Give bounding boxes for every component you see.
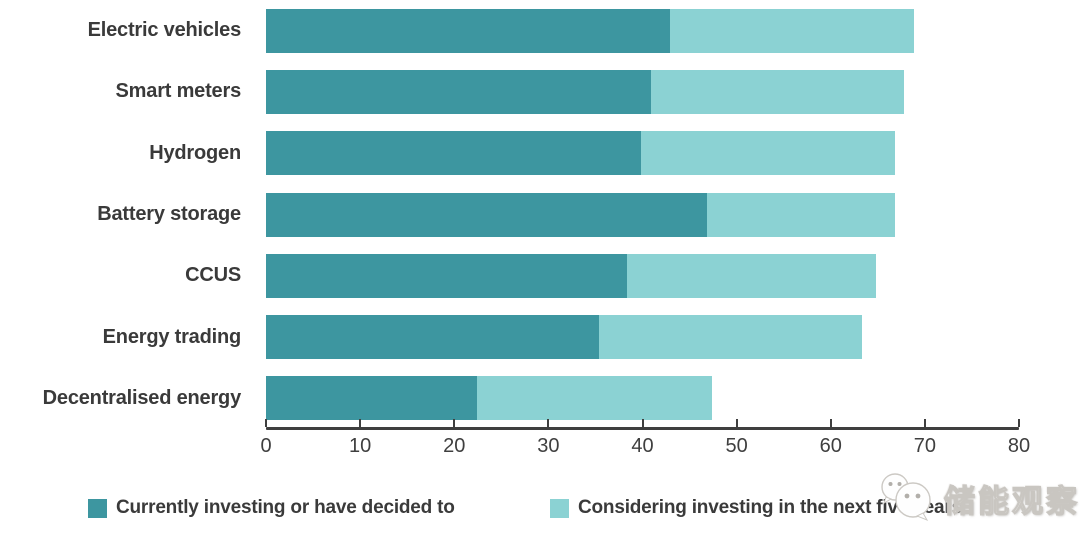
chart-row: Hydrogen bbox=[0, 123, 1080, 184]
x-axis-tick-label: 40 bbox=[631, 435, 654, 457]
category-label: Battery storage bbox=[97, 203, 241, 226]
bar-segment-currently-investing bbox=[266, 131, 642, 176]
category-label: Decentralised energy bbox=[42, 386, 242, 409]
bar-segment-currently-investing bbox=[266, 8, 670, 53]
chart-row: Decentralised energy bbox=[0, 368, 1080, 429]
bar-segment-considering bbox=[477, 376, 712, 421]
category-label: Electric vehicles bbox=[87, 19, 242, 42]
x-axis-tick bbox=[829, 419, 832, 427]
x-axis: 0 10 20 30 40 50 60 70 80 bbox=[260, 419, 1030, 457]
bar-track bbox=[266, 131, 1017, 176]
stacked-bar bbox=[266, 131, 895, 176]
x-axis-tick-label: 50 bbox=[725, 435, 748, 457]
x-axis-tick bbox=[1018, 419, 1020, 427]
x-axis-tick bbox=[923, 419, 926, 427]
stacked-bar bbox=[266, 376, 712, 421]
bar-segment-currently-investing bbox=[266, 253, 628, 298]
legend-item-considering-investing: Considering investing in the next five y… bbox=[550, 497, 962, 519]
bar-segment-currently-investing bbox=[266, 376, 478, 421]
watermark: 储能观察 bbox=[876, 470, 1080, 526]
bar-segment-considering bbox=[641, 131, 895, 176]
x-axis-tick-label: 20 bbox=[443, 435, 466, 457]
legend-swatch-light-teal bbox=[550, 498, 569, 518]
stacked-bar bbox=[266, 315, 863, 360]
x-axis-tick bbox=[735, 419, 738, 427]
x-axis-tick-label: 0 bbox=[260, 435, 272, 457]
category-label: Smart meters bbox=[115, 80, 242, 103]
bar-segment-considering bbox=[627, 253, 877, 298]
x-axis-tick-label: 10 bbox=[349, 435, 372, 457]
legend-swatch-dark-teal bbox=[88, 498, 107, 518]
legend-label: Considering investing in the next five y… bbox=[578, 497, 962, 518]
chart-row: CCUS bbox=[0, 245, 1080, 306]
legend-label: Currently investing or have decided to bbox=[116, 497, 455, 518]
x-axis-tick-label: 30 bbox=[537, 435, 560, 457]
bar-segment-currently-investing bbox=[266, 69, 651, 114]
x-axis-tick bbox=[359, 419, 362, 427]
bar-track bbox=[266, 315, 1017, 360]
wechat-chat-bubbles-icon bbox=[881, 473, 931, 521]
bar-track bbox=[266, 8, 1017, 53]
x-axis-tick-label: 60 bbox=[819, 435, 842, 457]
x-axis-line bbox=[266, 427, 1019, 430]
bar-track bbox=[266, 192, 1017, 237]
category-label: Hydrogen bbox=[149, 141, 241, 164]
chart-row: Smart meters bbox=[0, 61, 1080, 122]
legend-item-currently-investing: Currently investing or have decided to bbox=[88, 497, 455, 519]
bar-track bbox=[266, 376, 1017, 421]
bar-segment-currently-investing bbox=[266, 315, 600, 360]
bar-segment-considering bbox=[707, 192, 895, 237]
bar-segment-considering bbox=[669, 8, 914, 53]
x-axis-tick bbox=[641, 419, 644, 427]
bar-rows: Electric vehicles Smart meters Hydrogen Bat… bbox=[0, 0, 1080, 429]
x-axis-tick-label: 70 bbox=[913, 435, 936, 457]
stacked-bar bbox=[266, 192, 895, 237]
bar-segment-considering bbox=[599, 315, 863, 360]
x-axis-tick bbox=[453, 419, 456, 427]
x-axis-tick bbox=[547, 419, 550, 427]
category-label: CCUS bbox=[185, 264, 241, 287]
bar-segment-considering bbox=[650, 69, 905, 114]
bar-track bbox=[266, 69, 1017, 114]
stacked-bar bbox=[266, 8, 914, 53]
stacked-bar bbox=[266, 253, 877, 298]
stacked-bar bbox=[266, 69, 905, 114]
chart-row: Electric vehicles bbox=[0, 0, 1080, 61]
x-axis-tick bbox=[265, 419, 267, 427]
chart-row: Energy trading bbox=[0, 306, 1080, 367]
x-axis-tick-label: 80 bbox=[1007, 435, 1031, 457]
chart-row: Battery storage bbox=[0, 184, 1080, 245]
watermark-text: 储能观察 bbox=[943, 483, 1080, 519]
bar-segment-currently-investing bbox=[266, 192, 708, 237]
bar-track bbox=[266, 253, 1017, 298]
category-label: Energy trading bbox=[102, 325, 242, 348]
